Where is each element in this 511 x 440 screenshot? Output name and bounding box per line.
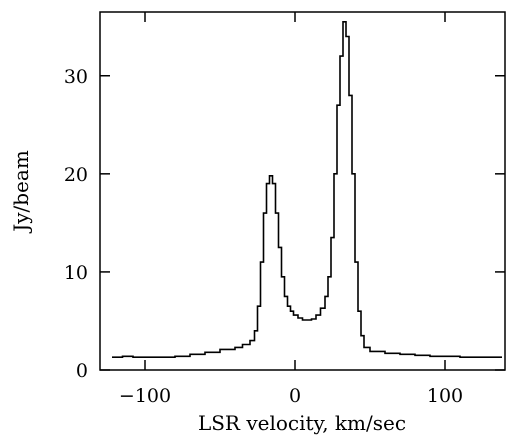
- x-tick-label: −100: [119, 385, 171, 407]
- x-axis-label: LSR velocity, km/sec: [198, 411, 406, 435]
- x-tick-label: 0: [289, 385, 301, 407]
- plot-frame: [99, 11, 506, 371]
- y-axis-label: Jy/beam: [9, 150, 33, 234]
- y-tick-label: 20: [64, 164, 88, 186]
- y-tick-label: 0: [76, 360, 88, 382]
- y-tick-label: 10: [64, 262, 88, 284]
- axis-ticks: [100, 12, 505, 371]
- tick-labels: −100 0 100 0 10 20 30: [64, 66, 463, 407]
- spectrum-line: [112, 21, 502, 358]
- y-tick-label: 30: [64, 66, 88, 88]
- x-tick-label: 100: [427, 385, 463, 407]
